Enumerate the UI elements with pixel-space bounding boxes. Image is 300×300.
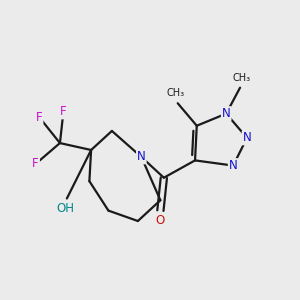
Text: F: F — [60, 105, 67, 119]
Text: N: N — [222, 107, 231, 120]
Text: CH₃: CH₃ — [167, 88, 185, 98]
Text: OH: OH — [56, 202, 74, 215]
Text: F: F — [36, 111, 43, 124]
Text: CH₃: CH₃ — [233, 73, 251, 83]
Text: F: F — [32, 158, 39, 170]
Text: N: N — [137, 150, 146, 164]
Text: N: N — [229, 159, 238, 172]
Text: N: N — [243, 131, 251, 144]
Text: O: O — [156, 214, 165, 227]
